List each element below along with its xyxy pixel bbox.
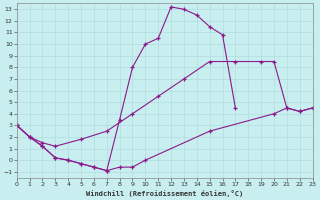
X-axis label: Windchill (Refroidissement éolien,°C): Windchill (Refroidissement éolien,°C)	[86, 190, 243, 197]
